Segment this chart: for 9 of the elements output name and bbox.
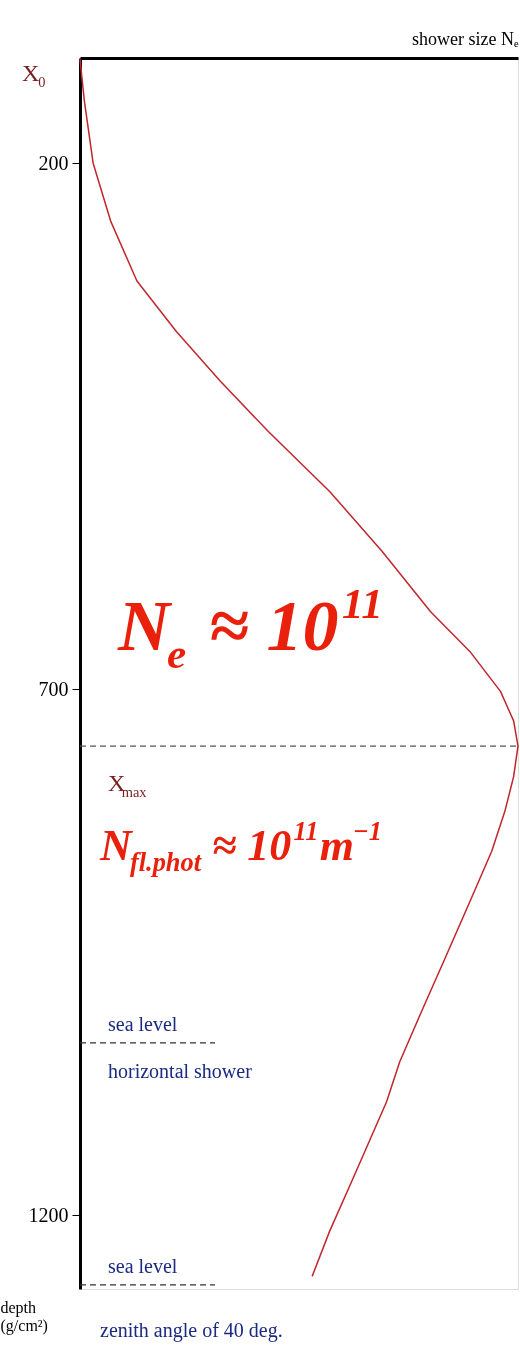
y-tick-label: 700 <box>38 677 69 700</box>
annotation: horizontal shower <box>108 1060 253 1082</box>
y-tick-label: 1200 <box>28 1203 69 1226</box>
ref-line-label: sea level <box>108 1012 178 1035</box>
ref-line-label: sea level <box>108 1254 178 1277</box>
y-tick-label: 200 <box>38 151 69 174</box>
y-axis-title: depth (g/cm²) <box>0 1298 48 1335</box>
text: zenith angle of 40 deg. <box>100 1319 283 1342</box>
x-axis-title: shower size Nₑ <box>411 28 519 49</box>
